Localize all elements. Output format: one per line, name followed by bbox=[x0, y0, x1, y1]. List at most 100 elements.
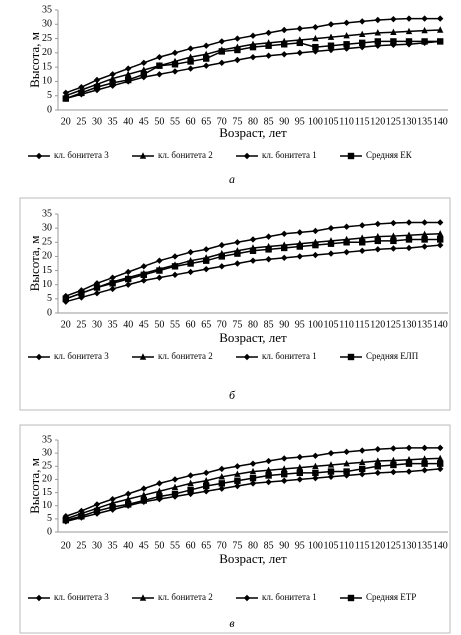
marker bbox=[156, 267, 163, 274]
y-tick-label: 5 bbox=[47, 513, 52, 524]
marker bbox=[374, 469, 381, 477]
marker bbox=[234, 477, 241, 484]
marker bbox=[437, 219, 444, 226]
marker bbox=[203, 488, 210, 495]
x-tick-label: 105 bbox=[324, 319, 339, 330]
y-tick-label: 35 bbox=[42, 4, 52, 15]
marker bbox=[374, 16, 381, 24]
y-tick-label: 25 bbox=[42, 33, 52, 44]
marker bbox=[359, 465, 366, 473]
marker bbox=[93, 83, 101, 91]
marker bbox=[62, 89, 69, 97]
x-tick-label: 120 bbox=[370, 540, 385, 551]
x-tick-label: 105 bbox=[324, 540, 339, 551]
marker bbox=[437, 241, 444, 249]
x-tick-label: 115 bbox=[355, 319, 370, 330]
marker bbox=[343, 223, 350, 230]
marker bbox=[93, 507, 101, 515]
x-tick-label: 140 bbox=[433, 540, 448, 551]
y-tick-label: 35 bbox=[42, 434, 52, 445]
marker bbox=[374, 246, 381, 253]
marker bbox=[281, 244, 288, 252]
marker bbox=[327, 224, 335, 232]
x-tick-label: 95 bbox=[295, 319, 305, 330]
marker bbox=[171, 61, 179, 68]
marker bbox=[343, 248, 350, 256]
marker bbox=[347, 152, 355, 160]
marker bbox=[139, 152, 147, 159]
marker bbox=[109, 285, 116, 293]
marker bbox=[437, 38, 444, 45]
x-tick-label: 135 bbox=[417, 319, 432, 330]
marker bbox=[249, 467, 257, 475]
caption: в bbox=[229, 616, 234, 630]
marker bbox=[312, 251, 319, 259]
x-tick-label: 30 bbox=[92, 319, 102, 330]
marker bbox=[156, 257, 163, 264]
marker bbox=[243, 594, 251, 602]
marker bbox=[139, 594, 147, 601]
legend-label: Средняя ЕК bbox=[366, 150, 413, 160]
marker bbox=[234, 46, 241, 54]
y-axis-title: Высота, м bbox=[27, 236, 42, 292]
x-axis-title: Возраст, лет bbox=[219, 330, 287, 345]
legend-label: кл. бонитета 2 bbox=[158, 592, 213, 602]
marker bbox=[125, 490, 132, 498]
x-tick-label: 35 bbox=[108, 116, 118, 127]
x-tick-label: 130 bbox=[402, 540, 417, 551]
marker bbox=[125, 65, 132, 72]
y-tick-label: 15 bbox=[42, 265, 52, 276]
marker bbox=[312, 227, 319, 235]
legend-label: кл. бонитета 1 bbox=[262, 150, 317, 160]
marker bbox=[327, 42, 335, 49]
marker bbox=[187, 268, 194, 276]
marker bbox=[203, 265, 210, 273]
marker bbox=[437, 236, 444, 243]
legend-label: кл. бонитета 2 bbox=[158, 351, 213, 361]
x-tick-label: 25 bbox=[76, 116, 86, 127]
x-tick-label: 50 bbox=[154, 116, 164, 127]
x-tick-label: 40 bbox=[123, 116, 133, 127]
marker bbox=[187, 65, 194, 72]
marker bbox=[281, 51, 288, 58]
x-tick-label: 20 bbox=[61, 540, 71, 551]
marker bbox=[359, 222, 366, 229]
y-tick-label: 30 bbox=[42, 447, 52, 458]
x-tick-label: 80 bbox=[248, 319, 258, 330]
marker bbox=[234, 250, 241, 257]
marker bbox=[125, 70, 132, 77]
marker bbox=[421, 455, 428, 462]
x-tick-label: 55 bbox=[170, 319, 180, 330]
marker bbox=[421, 15, 428, 22]
marker bbox=[374, 457, 381, 464]
marker bbox=[62, 95, 69, 102]
marker bbox=[390, 28, 397, 35]
marker bbox=[218, 465, 225, 473]
marker bbox=[437, 454, 444, 462]
marker bbox=[140, 277, 147, 284]
marker bbox=[234, 56, 241, 64]
marker bbox=[249, 474, 257, 482]
x-tick-label: 95 bbox=[295, 540, 305, 551]
legend-label: кл. бонитета 3 bbox=[54, 351, 109, 361]
x-tick-label: 70 bbox=[217, 116, 227, 127]
x-tick-label: 105 bbox=[324, 116, 339, 127]
marker bbox=[296, 25, 303, 32]
y-axis-title: Высота, м bbox=[27, 458, 42, 514]
marker bbox=[156, 487, 163, 494]
x-tick-label: 25 bbox=[76, 319, 86, 330]
marker bbox=[187, 248, 194, 256]
marker bbox=[35, 152, 43, 160]
marker bbox=[405, 460, 413, 467]
x-tick-label: 90 bbox=[279, 540, 289, 551]
marker bbox=[218, 241, 225, 249]
x-tick-label: 65 bbox=[201, 540, 211, 551]
legend-label: Средняя ЕЛП bbox=[366, 351, 419, 361]
marker bbox=[359, 247, 366, 254]
x-tick-label: 65 bbox=[201, 116, 211, 127]
x-tick-label: 35 bbox=[108, 540, 118, 551]
marker bbox=[109, 495, 116, 503]
marker bbox=[62, 513, 69, 520]
marker bbox=[140, 59, 147, 67]
